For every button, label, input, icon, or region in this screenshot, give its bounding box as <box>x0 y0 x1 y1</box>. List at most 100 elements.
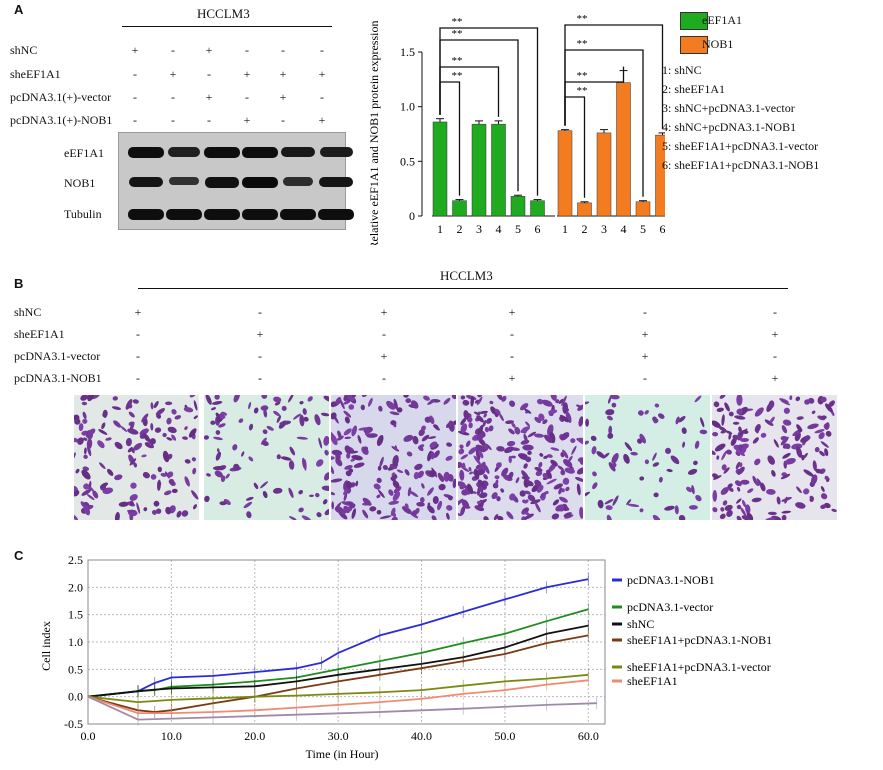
line-series-5 <box>87 679 589 715</box>
transwell-micrograph <box>458 395 583 520</box>
cell-line-label-b: HCCLM3 <box>440 268 493 283</box>
line-y-tick-label: -0.5 <box>64 717 83 731</box>
bar-eEF1A1-1 <box>432 121 448 217</box>
bar-NOB1-2 <box>577 202 592 217</box>
line-x-tick-label: 20.0 <box>244 729 265 743</box>
blot-band <box>318 177 354 188</box>
blot-band <box>318 209 354 220</box>
legend-group-item: 3: shNC+pcDNA3.1-vector <box>662 101 795 115</box>
legend-group-item: 2: sheEF1A1 <box>662 82 725 96</box>
condition-sign: - <box>258 305 262 319</box>
blot-band <box>280 209 316 220</box>
condition-sign: - <box>136 371 140 385</box>
line-y-tick-label: 0.5 <box>68 662 83 676</box>
line-x-tick-label: 60.0 <box>578 729 599 743</box>
line-y-tick-label: 2.5 <box>68 553 83 567</box>
row-label: shNC <box>10 43 38 57</box>
cell-line-divider-a <box>122 26 332 27</box>
line-chart-y-axis-label: Cell index <box>39 621 53 671</box>
bar-eEF1A1-5 <box>510 196 526 217</box>
bar-x-tick-label: 6 <box>535 222 541 236</box>
line-series-6 <box>87 695 597 721</box>
condition-sign: - <box>133 113 137 127</box>
bar-NOB1-1 <box>557 130 573 217</box>
blot-band <box>319 147 353 157</box>
blot-band <box>283 177 313 186</box>
condition-sign: + <box>508 305 516 319</box>
condition-sign: - <box>133 67 137 81</box>
legend-series-nob1: NOB1 <box>702 37 734 51</box>
legend-swatch-nob1 <box>680 36 708 54</box>
panel-label-b: B <box>14 276 24 291</box>
legend-swatch-eef1a1 <box>680 12 708 30</box>
row-label: pcDNA3.1-NOB1 <box>14 371 102 385</box>
bar-x-tick-label: 3 <box>601 222 607 236</box>
line-chart-x-axis-label: Time (in Hour) <box>306 747 379 761</box>
condition-sign: + <box>279 90 287 104</box>
transwell-micrograph <box>74 395 199 520</box>
row-label: sheEF1A1 <box>14 327 65 341</box>
significance-stars: ** <box>452 28 463 40</box>
significance-stars: ** <box>577 38 588 50</box>
line-y-tick-label: 1.0 <box>68 635 83 649</box>
condition-sign: + <box>131 43 139 57</box>
blot-band <box>204 177 240 188</box>
significance-bracket <box>564 66 625 126</box>
row-label: shNC <box>14 305 42 319</box>
cell-line-divider-b <box>138 288 788 289</box>
condition-sign: + <box>318 67 326 81</box>
condition-sign: - <box>171 90 175 104</box>
blot-band <box>167 147 201 157</box>
bar-x-tick-label: 2 <box>457 222 463 236</box>
bar-y-tick-label: 1.5 <box>400 45 415 59</box>
line-x-tick-label: 30.0 <box>328 729 349 743</box>
line-legend-label: sheEF1A1+pcDNA3.1-NOB1 <box>627 633 772 647</box>
condition-sign: + <box>318 113 326 127</box>
condition-sign: - <box>207 113 211 127</box>
condition-sign: - <box>171 113 175 127</box>
condition-sign: + <box>380 305 388 319</box>
bar-eEF1A1-4 <box>491 123 506 217</box>
line-legend-label: pcDNA3.1-NOB1 <box>627 573 715 587</box>
condition-sign: + <box>508 371 516 385</box>
protein-expression-bar-chart: Relative eEF1A1 and NOB1 protein express… <box>367 13 665 245</box>
significance-bracket <box>564 24 664 129</box>
blot-band <box>242 147 278 158</box>
line-plot-frame <box>87 559 606 725</box>
bar-x-tick-label: 4 <box>496 222 502 236</box>
blot-band <box>169 177 199 186</box>
bar-x-tick-label: 5 <box>640 222 646 236</box>
bar-eEF1A1-2 <box>452 200 467 217</box>
line-x-tick-label: 50.0 <box>494 729 515 743</box>
line-legend-label: sheEF1A1+pcDNA3.1-vector <box>627 660 771 674</box>
significance-bracket <box>439 66 500 117</box>
significance-stars: ** <box>577 13 588 25</box>
condition-sign: - <box>773 305 777 319</box>
condition-sign: - <box>382 371 386 385</box>
bar-chart-y-axis-label: Relative eEF1A1 and NOB1 protein express… <box>367 21 381 245</box>
line-legend-label: sheEF1A1 <box>627 674 678 688</box>
transwell-micrograph <box>585 395 710 520</box>
row-label: pcDNA3.1(+)-vector <box>10 90 112 104</box>
blot-label-nob1: NOB1 <box>64 176 96 190</box>
blot-band <box>128 177 164 188</box>
condition-sign: - <box>171 43 175 57</box>
blot-band <box>204 147 240 158</box>
legend-group-item: 5: sheEF1A1+pcDNA3.1-vector <box>662 139 819 153</box>
panel-label-c: C <box>14 548 24 563</box>
bar-NOB1-4 <box>616 82 631 217</box>
condition-sign: + <box>243 67 251 81</box>
blot-label-eef1a1: eEF1A1 <box>64 146 104 160</box>
bar-x-tick-label: 1 <box>437 222 443 236</box>
blot-band <box>242 177 278 188</box>
bar-x-tick-label: 4 <box>621 222 627 236</box>
significance-bracket <box>439 27 539 196</box>
bar-x-tick-label: 5 <box>515 222 521 236</box>
condition-sign: + <box>380 349 388 363</box>
cell-line-label-a: HCCLM3 <box>197 6 250 21</box>
blot-band <box>242 209 278 220</box>
blot-band <box>128 147 164 158</box>
line-legend-label: shNC <box>627 617 654 631</box>
transwell-micrograph <box>712 395 837 520</box>
legend-group-item: 4: shNC+pcDNA3.1-NOB1 <box>662 120 797 134</box>
